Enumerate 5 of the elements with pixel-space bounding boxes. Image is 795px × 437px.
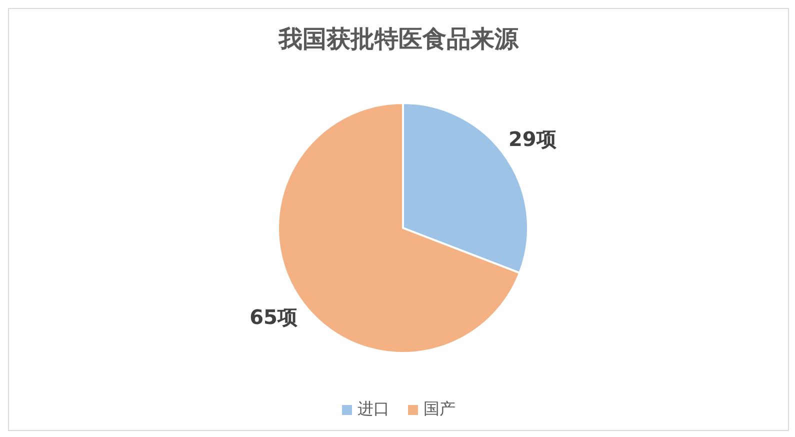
legend-label: 国产: [422, 399, 456, 420]
data-label: 65项: [250, 304, 298, 329]
legend-label: 进口: [356, 399, 390, 420]
chart-title: 我国获批特医食品来源: [277, 24, 520, 55]
data-label: 29项: [508, 127, 556, 152]
